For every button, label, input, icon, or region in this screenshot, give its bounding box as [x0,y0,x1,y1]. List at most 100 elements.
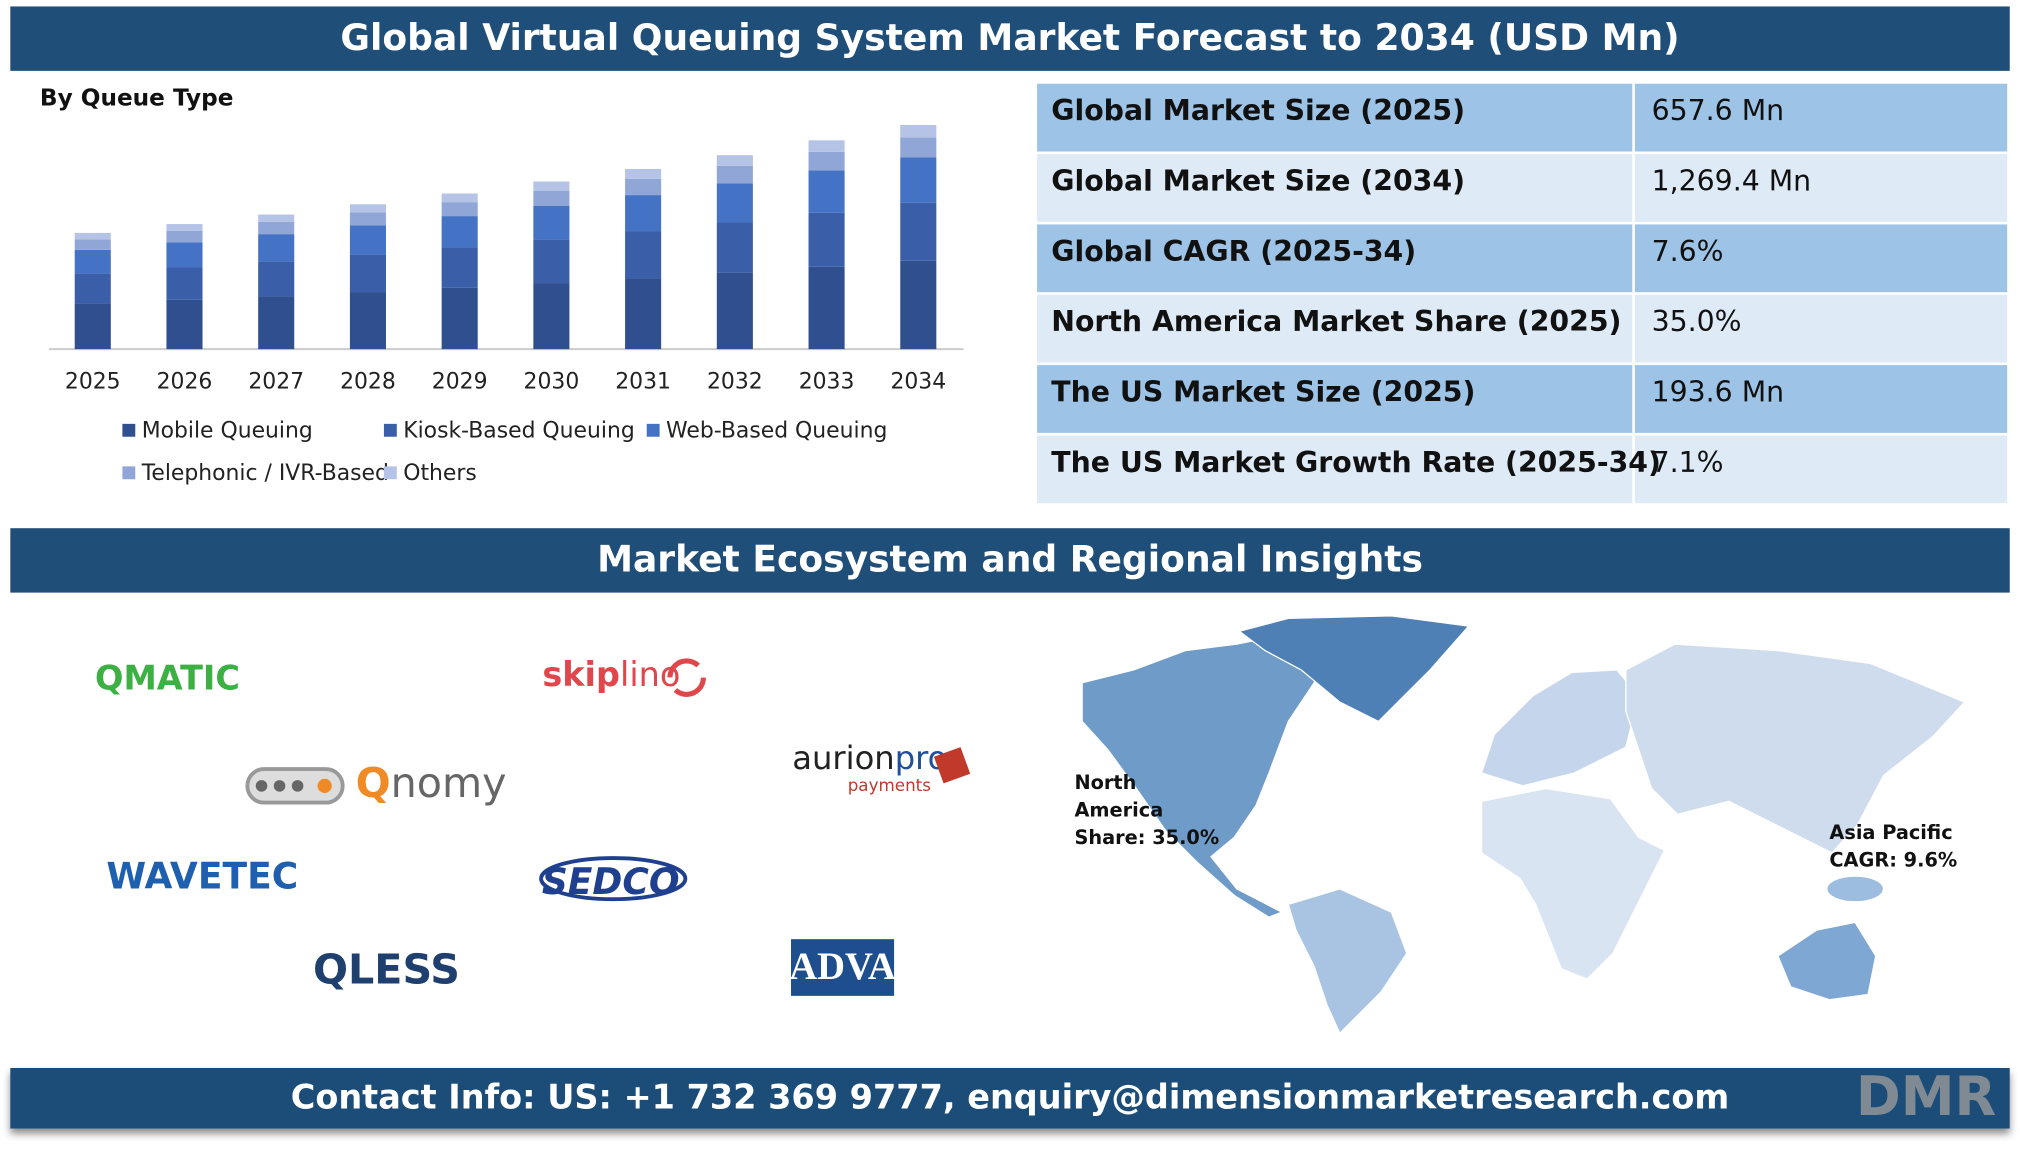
bar-segment [625,278,662,350]
chart: 2025 2026 2027 2028 2029 2030 2031 2032 2033 2034… [48,124,964,486]
legend-label: Kiosk-Based Queuing [403,419,635,444]
logo-skiplino: skip [542,655,620,694]
bar-segment [441,287,478,350]
bar-segment [808,212,845,267]
table-row [1037,294,2008,363]
bar-segment [533,239,570,284]
bar-segment [166,230,203,243]
section-title: Market Ecosystem and Regional Insights [597,539,1423,581]
row-value: 657.6 Mn [1652,94,1785,127]
logo-icon [291,780,304,792]
bar-segment [258,261,295,297]
logo-box [791,939,895,996]
logo-icon [273,780,286,792]
bar-segment [74,232,111,240]
row-value: 35.0% [1652,305,1742,338]
bar-segment [716,155,753,166]
bar-segment [900,260,937,350]
bar-segment [716,222,753,273]
row-value: 7.6% [1652,235,1724,268]
bar-segment [74,239,111,250]
bar-segment [441,216,478,248]
bar-segment [349,292,386,350]
australia [1777,921,1877,1001]
row-value: 1,269.4 Mn [1652,164,1812,197]
x-tick-label: 2030 [524,370,580,395]
logo-icon [667,658,706,697]
bar-segment [166,267,203,300]
row-label: Global Market Size (2025) [1051,94,1465,127]
legend-label: Web-Based Queuing [666,419,887,444]
table-row [1037,154,2008,222]
legend-swatch [122,423,136,437]
table-row [1037,83,2008,152]
bar-segment [349,204,386,213]
bar-segment [349,212,386,226]
footer-bar [10,1068,2010,1129]
bar-segment [716,165,753,184]
legend-swatch [383,466,397,480]
bar-segment [716,183,753,223]
logo-icon [317,778,332,793]
bar-segment [441,247,478,288]
x-tick-label: 2034 [890,370,946,395]
logo-qmatic: QMATIC [95,659,240,698]
bar-segment [166,242,203,268]
bar-segment [441,202,478,217]
bar-segment [74,273,111,304]
bar-segment [808,140,845,152]
bar-segment [74,249,111,274]
legend-label: Others [403,461,477,486]
page-content: Global Virtual Queuing System Market For… [10,6,2010,1129]
x-tick-label: 2025 [65,370,121,395]
footer-contact: Contact Info: US: +1 732 369 9777, enqui… [291,1077,1729,1116]
bar-segment [808,266,845,350]
bar-segment [258,234,295,262]
map-annotation: Asia Pacific [1829,821,1952,844]
logo-adva: ADVA [789,946,896,988]
greenland [1237,615,1470,723]
africa [1480,787,1666,980]
bar-segment [349,225,386,255]
bar-segment [716,272,753,350]
bar-segment [900,202,937,261]
logo-aurionpro: aurion [792,739,894,777]
bar-segment [900,137,937,158]
chart-title: By Queue Type [40,85,233,112]
logo-qless: QLESS [313,946,460,994]
table-row [1037,435,2008,504]
row-value: 193.6 Mn [1652,375,1785,408]
bar-segment [441,193,478,203]
logo-sedco: SEDCO [542,861,680,903]
bar-segment [349,254,386,293]
row-label: The US Market Growth Rate (2025-34) [1051,446,1661,479]
logo-wavetec: WAVETEC [106,856,298,898]
x-tick-label: 2032 [707,370,763,395]
footer-brand: DMR [1856,1065,1996,1128]
x-tick-label: 2033 [799,370,855,395]
map-annotation: CAGR: 9.6% [1829,849,1957,872]
section-bar [10,528,2010,593]
south-america [1287,888,1408,1035]
map-annotation: Share: 35.0% [1074,826,1219,849]
logos: QMATIC skip lino Q nomy aurion pro payme… [95,655,971,996]
bar-segment [533,283,570,350]
x-tick-label: 2027 [248,370,304,395]
asia [1625,643,1966,854]
legend-swatch [646,423,660,437]
bar-segment [533,205,570,240]
legend-swatch [383,423,397,437]
bar-segment [166,299,203,350]
x-tick-label: 2031 [615,370,671,395]
stats-table: Global Market Size (2025) 657.6 Mn Global … [1037,83,2008,504]
world-map [1081,615,1966,1035]
bar-segment [74,303,111,350]
row-label: North America Market Share (2025) [1051,305,1621,338]
logo-icon [255,780,268,792]
legend-label: Mobile Queuing [142,419,313,444]
logo-aurionpro-sub: payments [848,775,931,795]
bar-segment [808,151,845,171]
map-annotation: North [1074,771,1136,794]
table-row [1037,224,2008,293]
logo-icon [933,747,971,784]
